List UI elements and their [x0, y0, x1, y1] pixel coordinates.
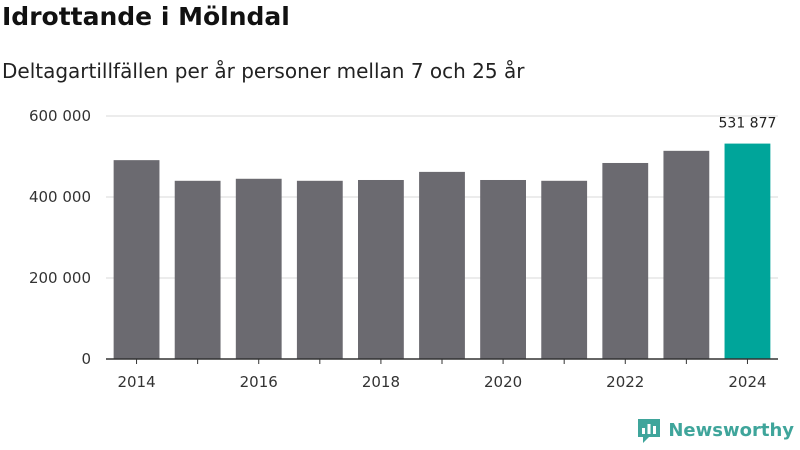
newsworthy-logo-icon [638, 419, 661, 443]
bar-highlight [724, 143, 771, 359]
x-tick-label: 2022 [606, 373, 644, 391]
bar [480, 179, 526, 359]
y-tick-label: 600 000 [29, 107, 91, 125]
x-tick-label: 2018 [362, 373, 400, 391]
bar [541, 180, 588, 359]
x-tick-label: 2014 [117, 373, 155, 391]
x-tick-label: 2020 [484, 373, 522, 391]
brand-name: Newsworthy [668, 419, 794, 441]
x-tick-label: 2024 [728, 373, 766, 391]
y-tick-label: 400 000 [29, 188, 91, 206]
bar [174, 180, 221, 359]
y-tick-label: 0 [81, 350, 91, 368]
bar [419, 171, 465, 359]
bar [358, 179, 404, 359]
bar [235, 178, 282, 359]
brand-logo: Newsworthy [636, 416, 794, 444]
chart-title: Idrottande i Mölndal [2, 2, 290, 31]
x-tick-label: 2016 [240, 373, 278, 391]
bar [663, 150, 710, 359]
bar [602, 162, 649, 359]
chart-subtitle: Deltagartillfällen per år personer mella… [2, 59, 525, 83]
bar [113, 160, 160, 359]
y-tick-label: 200 000 [29, 269, 91, 287]
bar [296, 180, 343, 359]
data-label: 531 877 [719, 116, 777, 132]
